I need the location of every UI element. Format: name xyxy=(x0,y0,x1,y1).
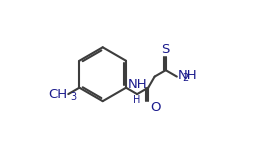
Text: NH: NH xyxy=(178,69,198,82)
Text: CH: CH xyxy=(48,88,67,101)
Text: O: O xyxy=(150,101,161,114)
Text: 3: 3 xyxy=(70,92,76,102)
Text: H: H xyxy=(133,95,141,105)
Text: NH: NH xyxy=(127,78,147,91)
Text: S: S xyxy=(162,43,170,56)
Text: 2: 2 xyxy=(182,73,188,83)
